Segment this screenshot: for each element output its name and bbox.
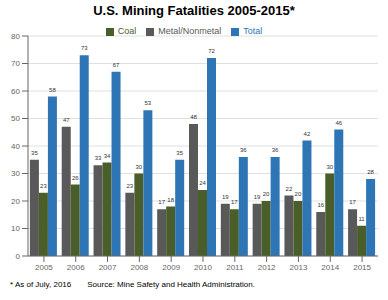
svg-text:47: 47 bbox=[63, 117, 70, 123]
svg-text:30: 30 bbox=[326, 164, 333, 170]
svg-text:26: 26 bbox=[72, 175, 79, 181]
html-text:Source: Mine Safety and Health: Source: Mine Safety and Health Administr… bbox=[87, 280, 255, 289]
svg-text:50: 50 bbox=[11, 114, 20, 123]
svg-text:80: 80 bbox=[11, 32, 20, 41]
svg-text:36: 36 bbox=[240, 147, 247, 153]
svg-text:2010: 2010 bbox=[194, 263, 212, 272]
svg-text:20: 20 bbox=[11, 197, 20, 206]
svg-text:53: 53 bbox=[145, 100, 152, 106]
svg-text:23: 23 bbox=[40, 183, 47, 189]
svg-text:2012: 2012 bbox=[258, 263, 276, 272]
html-text:Coal: Coal bbox=[117, 26, 137, 36]
svg-text:72: 72 bbox=[208, 48, 215, 54]
svg-text:2008: 2008 bbox=[130, 263, 148, 272]
svg-text:28: 28 bbox=[367, 169, 374, 175]
svg-text:11: 11 bbox=[358, 216, 365, 222]
svg-text:17: 17 bbox=[349, 199, 356, 205]
svg-text:10: 10 bbox=[11, 224, 20, 233]
svg-text:0: 0 bbox=[16, 252, 21, 261]
svg-text:40: 40 bbox=[11, 142, 20, 151]
svg-text:46: 46 bbox=[335, 120, 342, 126]
svg-text:73: 73 bbox=[81, 45, 88, 51]
svg-text:2013: 2013 bbox=[290, 263, 308, 272]
svg-text:2009: 2009 bbox=[162, 263, 180, 272]
svg-text:24: 24 bbox=[199, 180, 206, 186]
svg-text:2005: 2005 bbox=[35, 263, 53, 272]
svg-text:23: 23 bbox=[127, 183, 134, 189]
svg-text:2014: 2014 bbox=[321, 263, 339, 272]
svg-text:17: 17 bbox=[231, 199, 238, 205]
svg-text:17: 17 bbox=[158, 199, 165, 205]
svg-text:2015: 2015 bbox=[353, 263, 371, 272]
svg-text:19: 19 bbox=[254, 194, 261, 200]
svg-text:33: 33 bbox=[95, 155, 102, 161]
svg-text:42: 42 bbox=[304, 131, 311, 137]
svg-text:2011: 2011 bbox=[226, 263, 244, 272]
svg-text:36: 36 bbox=[272, 147, 279, 153]
svg-text:20: 20 bbox=[263, 191, 270, 197]
svg-text:2006: 2006 bbox=[67, 263, 85, 272]
svg-text:19: 19 bbox=[222, 194, 229, 200]
html-text:U.S. Mining Fatalities 2005-20: U.S. Mining Fatalities 2005-2015* bbox=[93, 3, 295, 18]
svg-text:22: 22 bbox=[286, 186, 293, 192]
svg-text:67: 67 bbox=[113, 62, 120, 68]
svg-text:60: 60 bbox=[11, 87, 20, 96]
svg-text:34: 34 bbox=[104, 153, 111, 159]
html-text:* As of July, 2016: * As of July, 2016 bbox=[10, 280, 72, 289]
svg-text:35: 35 bbox=[31, 150, 38, 156]
svg-text:48: 48 bbox=[190, 114, 197, 120]
html-text:Total: Total bbox=[243, 26, 263, 36]
svg-text:30: 30 bbox=[11, 169, 20, 178]
svg-text:20: 20 bbox=[295, 191, 302, 197]
svg-text:58: 58 bbox=[49, 87, 56, 93]
svg-text:70: 70 bbox=[11, 59, 20, 68]
svg-text:16: 16 bbox=[317, 202, 324, 208]
svg-text:18: 18 bbox=[167, 197, 174, 203]
svg-text:30: 30 bbox=[136, 164, 143, 170]
svg-text:35: 35 bbox=[176, 150, 183, 156]
html-text:Metal/Nonmetal: Metal/Nonmetal bbox=[158, 26, 222, 36]
svg-text:2007: 2007 bbox=[99, 263, 117, 272]
